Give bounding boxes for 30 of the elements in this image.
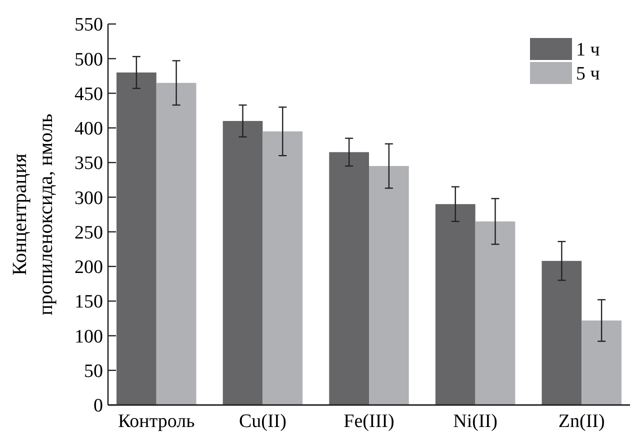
y-tick-label: 150 [74, 292, 103, 313]
y-tick-label: 500 [74, 49, 103, 70]
y-axis-title: Концентрация пропиленоксида, нмоль [9, 114, 57, 316]
bar [262, 131, 303, 405]
bar [475, 221, 516, 405]
bar [329, 152, 369, 405]
legend-label: 5 ч [576, 64, 600, 85]
bar [542, 260, 582, 405]
y-tick-label: 350 [74, 153, 103, 174]
legend-label: 1 ч [576, 40, 600, 61]
y-tick-label: 300 [74, 188, 103, 209]
bar [156, 82, 196, 405]
y-tick-label: 100 [74, 326, 103, 348]
y-tick-label: 0 [94, 396, 103, 417]
bar [582, 320, 622, 405]
bar [435, 204, 476, 405]
y-tick-label: 400 [74, 118, 103, 140]
y-tick-label: 50 [84, 361, 103, 382]
x-tick-label: Контроль [118, 411, 196, 432]
y-tick-label: 200 [74, 257, 103, 278]
x-tick-label: Ni(II) [453, 411, 498, 432]
y-tick-label: 450 [74, 84, 103, 105]
x-tick-label: Cu(II) [238, 411, 286, 432]
bar [222, 120, 263, 405]
bar [116, 72, 156, 405]
y-tick-label: 250 [74, 222, 103, 244]
y-tick-label: 550 [74, 14, 103, 36]
x-tick-label: Fe(III) [344, 411, 394, 432]
x-tick-label: Zn(II) [558, 411, 605, 432]
bar [369, 166, 409, 405]
